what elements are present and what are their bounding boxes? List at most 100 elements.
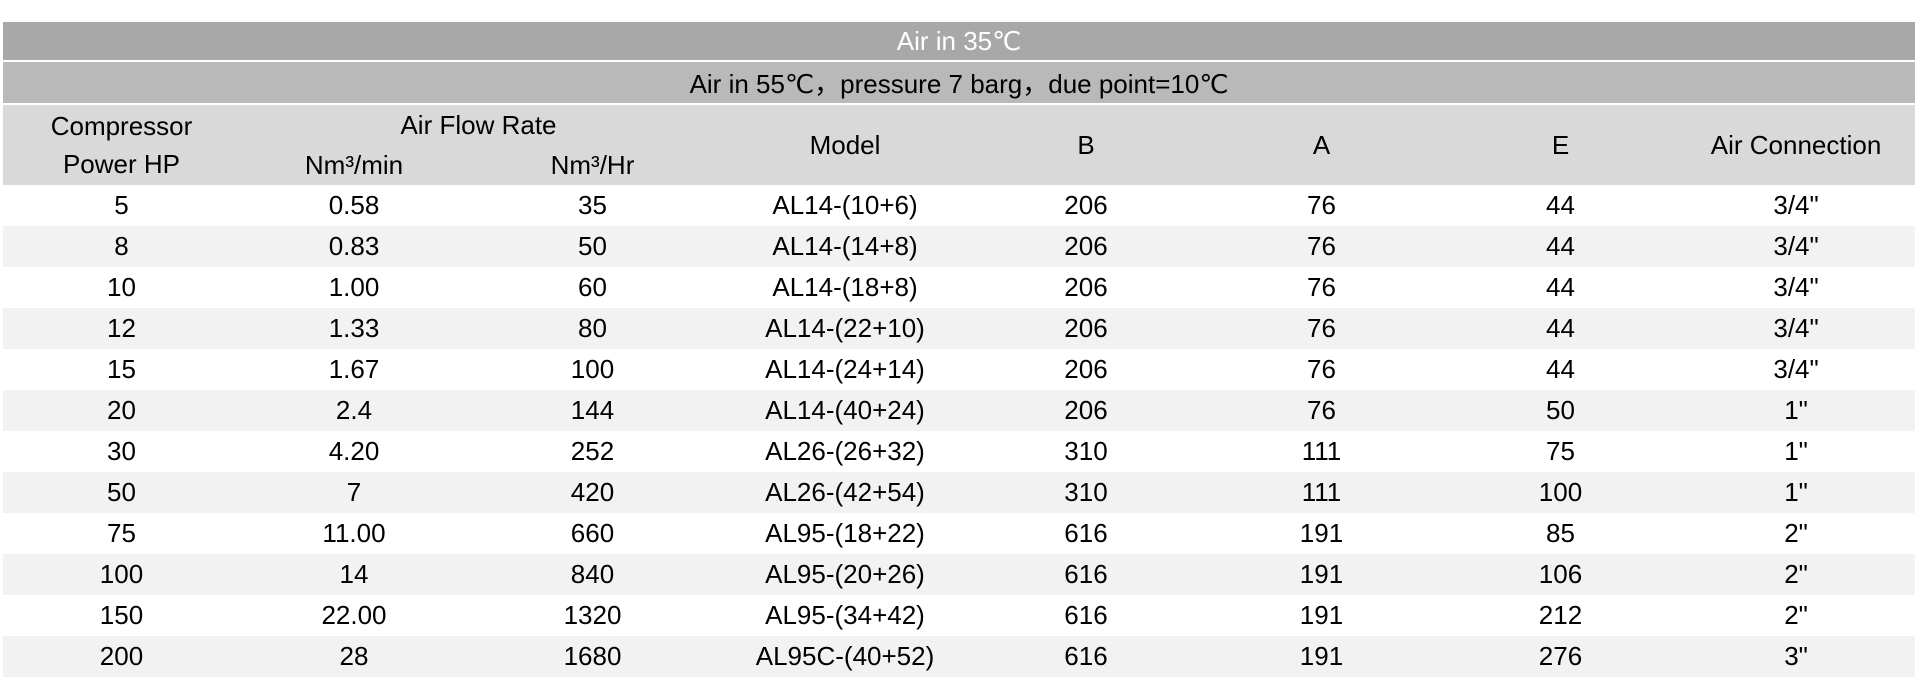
cell-air-connection: 2" xyxy=(1677,554,1916,595)
cell-b: 616 xyxy=(973,595,1199,636)
table-row: 8 0.83 50 AL14-(14+8) 206 76 44 3/4" xyxy=(3,226,1916,267)
cell-nm3-min: 28 xyxy=(240,636,468,677)
cell-a: 191 xyxy=(1199,554,1444,595)
cell-b: 206 xyxy=(973,226,1199,267)
col-header-air-flow-rate: Air Flow Rate xyxy=(240,104,717,145)
cell-nm3-hr: 60 xyxy=(468,267,717,308)
cell-nm3-hr: 660 xyxy=(468,513,717,554)
cell-nm3-min: 1.33 xyxy=(240,308,468,349)
table-title-air-in-35: Air in 35℃ xyxy=(3,22,1916,62)
table-row: 200 28 1680 AL95C-(40+52) 616 191 276 3" xyxy=(3,636,1916,677)
cell-power-hp: 10 xyxy=(3,267,240,308)
cell-air-connection: 3/4" xyxy=(1677,349,1916,390)
table-row: 5 0.58 35 AL14-(10+6) 206 76 44 3/4" xyxy=(3,185,1916,226)
cell-e: 44 xyxy=(1444,267,1677,308)
cell-power-hp: 100 xyxy=(3,554,240,595)
cell-e: 212 xyxy=(1444,595,1677,636)
cell-nm3-min: 1.67 xyxy=(240,349,468,390)
cell-a: 76 xyxy=(1199,349,1444,390)
cell-model: AL95-(18+22) xyxy=(717,513,973,554)
cell-nm3-min: 11.00 xyxy=(240,513,468,554)
cell-a: 76 xyxy=(1199,390,1444,431)
cell-model: AL14-(18+8) xyxy=(717,267,973,308)
table-row: 20 2.4 144 AL14-(40+24) 206 76 50 1" xyxy=(3,390,1916,431)
cell-nm3-hr: 840 xyxy=(468,554,717,595)
col-header-compressor-line2: Power HP xyxy=(62,149,181,179)
cell-air-connection: 3" xyxy=(1677,636,1916,677)
cell-nm3-min: 22.00 xyxy=(240,595,468,636)
compressor-spec-table: Air in 35℃ Air in 55℃，pressure 7 barg，du… xyxy=(3,22,1916,677)
table-row: 10 1.00 60 AL14-(18+8) 206 76 44 3/4" xyxy=(3,267,1916,308)
col-header-b: B xyxy=(973,104,1199,185)
cell-air-connection: 2" xyxy=(1677,513,1916,554)
cell-nm3-min: 0.83 xyxy=(240,226,468,267)
cell-air-connection: 3/4" xyxy=(1677,185,1916,226)
cell-a: 111 xyxy=(1199,431,1444,472)
cell-power-hp: 8 xyxy=(3,226,240,267)
cell-nm3-hr: 1680 xyxy=(468,636,717,677)
col-header-model: Model xyxy=(717,104,973,185)
cell-b: 310 xyxy=(973,472,1199,513)
cell-nm3-hr: 252 xyxy=(468,431,717,472)
cell-nm3-min: 7 xyxy=(240,472,468,513)
cell-e: 44 xyxy=(1444,308,1677,349)
table-row: 15 1.67 100 AL14-(24+14) 206 76 44 3/4" xyxy=(3,349,1916,390)
cell-air-connection: 1" xyxy=(1677,431,1916,472)
cell-power-hp: 150 xyxy=(3,595,240,636)
cell-b: 206 xyxy=(973,349,1199,390)
cell-nm3-hr: 144 xyxy=(468,390,717,431)
cell-air-connection: 2" xyxy=(1677,595,1916,636)
cell-a: 191 xyxy=(1199,595,1444,636)
cell-nm3-hr: 80 xyxy=(468,308,717,349)
table-body: 5 0.58 35 AL14-(10+6) 206 76 44 3/4" 8 0.83 50 AL14… xyxy=(3,185,1916,677)
column-header-row-bottom: Nm³/min Nm³/Hr xyxy=(3,145,1915,185)
cell-a: 76 xyxy=(1199,226,1444,267)
cell-nm3-min: 1.00 xyxy=(240,267,468,308)
col-header-compressor-power-hp: Compressor Power HP xyxy=(3,104,240,185)
cell-power-hp: 5 xyxy=(3,185,240,226)
table-row: 100 14 840 AL95-(20+26) 616 191 106 2" xyxy=(3,554,1916,595)
cell-nm3-min: 4.20 xyxy=(240,431,468,472)
cell-power-hp: 50 xyxy=(3,472,240,513)
cell-power-hp: 12 xyxy=(3,308,240,349)
cell-power-hp: 30 xyxy=(3,431,240,472)
cell-model: AL14-(22+10) xyxy=(717,308,973,349)
cell-power-hp: 20 xyxy=(3,390,240,431)
table-row: 30 4.20 252 AL26-(26+32) 310 111 75 1" xyxy=(3,431,1916,472)
cell-b: 206 xyxy=(973,308,1199,349)
cell-e: 50 xyxy=(1444,390,1677,431)
cell-model: AL26-(42+54) xyxy=(717,472,973,513)
cell-b: 206 xyxy=(973,267,1199,308)
cell-air-connection: 3/4" xyxy=(1677,226,1916,267)
table-subtitle-conditions: Air in 55℃，pressure 7 barg，due point=10℃ xyxy=(3,61,1916,105)
cell-model: AL14-(10+6) xyxy=(717,185,973,226)
cell-e: 75 xyxy=(1444,431,1677,472)
cell-model: AL14-(14+8) xyxy=(717,226,973,267)
cell-air-connection: 3/4" xyxy=(1677,267,1916,308)
cell-a: 76 xyxy=(1199,308,1444,349)
cell-e: 44 xyxy=(1444,349,1677,390)
cell-nm3-hr: 35 xyxy=(468,185,717,226)
column-header-row-top: Compressor Power HP Air Flow Rate Model … xyxy=(3,104,1916,185)
cell-model: AL95-(34+42) xyxy=(717,595,973,636)
col-header-nm3-min: Nm³/min xyxy=(240,145,468,185)
cell-power-hp: 15 xyxy=(3,349,240,390)
cell-e: 100 xyxy=(1444,472,1677,513)
cell-power-hp: 200 xyxy=(3,636,240,677)
table-row: 50 7 420 AL26-(42+54) 310 111 100 1" xyxy=(3,472,1916,513)
cell-a: 76 xyxy=(1199,185,1444,226)
cell-a: 111 xyxy=(1199,472,1444,513)
cell-nm3-min: 0.58 xyxy=(240,185,468,226)
cell-e: 106 xyxy=(1444,554,1677,595)
cell-model: AL95-(20+26) xyxy=(717,554,973,595)
cell-b: 616 xyxy=(973,513,1199,554)
cell-a: 191 xyxy=(1199,513,1444,554)
cell-nm3-min: 14 xyxy=(240,554,468,595)
col-header-a: A xyxy=(1199,104,1444,185)
cell-model: AL95C-(40+52) xyxy=(717,636,973,677)
cell-e: 85 xyxy=(1444,513,1677,554)
cell-e: 44 xyxy=(1444,226,1677,267)
cell-model: AL14-(24+14) xyxy=(717,349,973,390)
cell-e: 276 xyxy=(1444,636,1677,677)
